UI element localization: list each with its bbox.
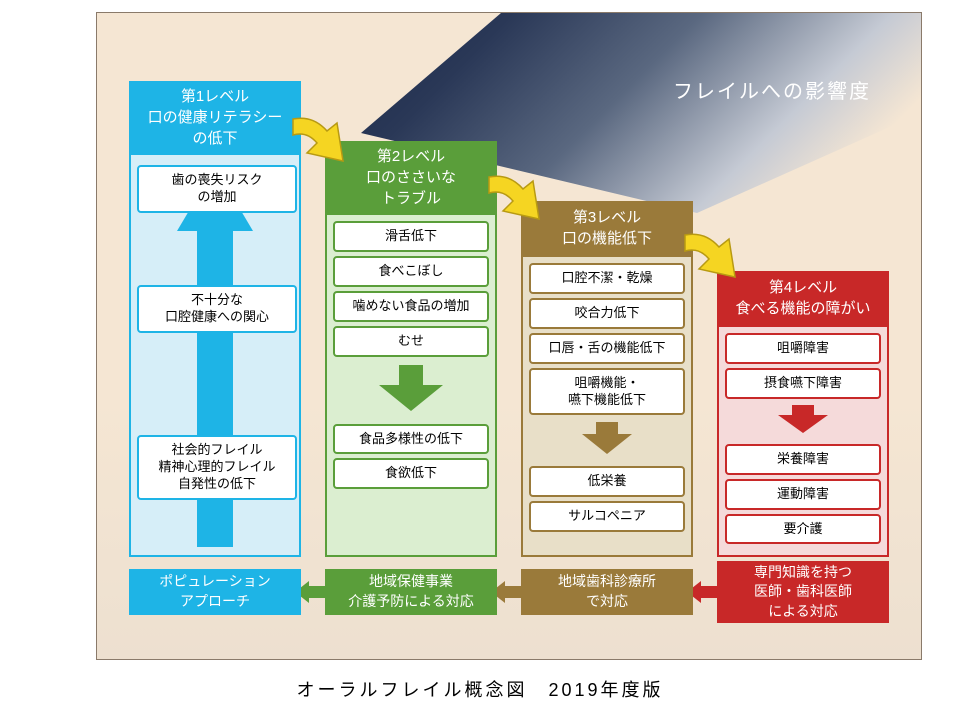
level-3-item-2: 口唇・舌の機能低下 [529, 333, 685, 364]
down-arrow-icon [572, 420, 642, 461]
level-4-item-2: 栄養障害 [725, 444, 881, 475]
gradient-label: フレイルへの影響度 [673, 75, 871, 104]
level-4-item-4: 要介護 [725, 514, 881, 545]
level-2-body: 滑舌低下食べこぼし噛めない食品の増加むせ食品多様性の低下食欲低下 [325, 213, 497, 557]
level-2-item-0: 滑舌低下 [333, 221, 489, 252]
level-3-item-3: 咀嚼機能・嚥下機能低下 [529, 368, 685, 416]
level-3-item-0: 口腔不潔・乾燥 [529, 263, 685, 294]
transition-arrow-icon [485, 171, 539, 211]
level-3-item-1: 咬合力低下 [529, 298, 685, 329]
level-2-item-3: むせ [333, 326, 489, 357]
level-1-item-1: 不十分な口腔健康への関心 [137, 285, 297, 333]
level-2-item-4: 食品多様性の低下 [333, 424, 489, 455]
level-2-item-5: 食欲低下 [333, 458, 489, 489]
level-4-item-3: 運動障害 [725, 479, 881, 510]
level-1-response: ポピュレーションアプローチ [129, 569, 301, 615]
level-2-item-1: 食べこぼし [333, 256, 489, 287]
down-arrow-icon [371, 363, 451, 418]
level-3-body: 口腔不潔・乾燥咬合力低下口唇・舌の機能低下咀嚼機能・嚥下機能低下低栄養サルコペニ… [521, 255, 693, 557]
level-1-item-2: 社会的フレイル精神心理的フレイル自発性の低下 [137, 435, 297, 500]
level-1-item-0: 歯の喪失リスクの増加 [137, 165, 297, 213]
level-1-header: 第1レベル口の健康リテラシーの低下 [129, 81, 301, 153]
level-3-item-4: 低栄養 [529, 466, 685, 497]
level-4-response: 専門知識を持つ医師・歯科医師による対応 [717, 561, 889, 623]
level-2-response: 地域保健事業介護予防による対応 [325, 569, 497, 615]
level-1-body: 歯の喪失リスクの増加不十分な口腔健康への関心社会的フレイル精神心理的フレイル自発… [129, 153, 301, 557]
level-4-item-0: 咀嚼障害 [725, 333, 881, 364]
diagram-frame: フレイルへの影響度 第1レベル口の健康リテラシーの低下歯の喪失リスクの増加不十分… [96, 12, 922, 660]
transition-arrow-icon [289, 113, 343, 153]
level-4-body: 咀嚼障害摂食嚥下障害栄養障害運動障害要介護 [717, 325, 889, 557]
level-4-item-1: 摂食嚥下障害 [725, 368, 881, 399]
diagram-caption: オーラルフレイル概念図 2019年度版 [0, 676, 960, 702]
level-2-item-2: 噛めない食品の増加 [333, 291, 489, 322]
level-3-item-5: サルコペニア [529, 501, 685, 532]
level-3-response: 地域歯科診療所で対応 [521, 569, 693, 615]
transition-arrow-icon [681, 229, 735, 269]
down-arrow-icon [768, 403, 838, 440]
